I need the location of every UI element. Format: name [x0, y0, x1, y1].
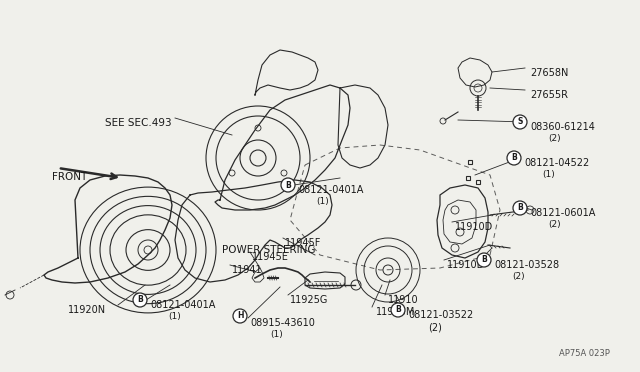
Text: 11925G: 11925G: [290, 295, 328, 305]
Text: 08121-03522: 08121-03522: [408, 310, 473, 320]
Text: 11925M: 11925M: [376, 307, 415, 317]
Text: (2): (2): [548, 220, 561, 229]
Circle shape: [513, 201, 527, 215]
Text: 08121-0401A: 08121-0401A: [150, 300, 216, 310]
Text: 08121-03528: 08121-03528: [494, 260, 559, 270]
Text: 08121-0401A: 08121-0401A: [298, 185, 364, 195]
Circle shape: [391, 303, 405, 317]
Circle shape: [513, 115, 527, 129]
Circle shape: [133, 293, 147, 307]
Text: 08121-04522: 08121-04522: [524, 158, 589, 168]
Text: 27655R: 27655R: [530, 90, 568, 100]
Circle shape: [233, 309, 247, 323]
Text: 27658N: 27658N: [530, 68, 568, 78]
Text: 11945E: 11945E: [252, 252, 289, 262]
Text: B: B: [137, 295, 143, 305]
Text: FRONT: FRONT: [52, 172, 87, 182]
Circle shape: [477, 253, 491, 267]
Text: 08360-61214: 08360-61214: [530, 122, 595, 132]
Text: B: B: [517, 203, 523, 212]
Text: 08121-0601A: 08121-0601A: [530, 208, 595, 218]
Text: B: B: [481, 256, 487, 264]
Text: 08915-43610: 08915-43610: [250, 318, 315, 328]
Text: POWER STEERING: POWER STEERING: [222, 245, 316, 255]
Text: (1): (1): [542, 170, 555, 179]
Text: B: B: [511, 154, 517, 163]
Text: 11945F: 11945F: [285, 238, 321, 248]
Text: H: H: [237, 311, 243, 321]
Text: (1): (1): [168, 312, 180, 321]
Text: (2): (2): [512, 272, 525, 281]
Text: SEE SEC.493: SEE SEC.493: [105, 118, 172, 128]
Text: 11910: 11910: [388, 295, 419, 305]
Circle shape: [281, 178, 295, 192]
Text: S: S: [517, 118, 523, 126]
Text: B: B: [395, 305, 401, 314]
Text: AP75A 023P: AP75A 023P: [559, 349, 610, 358]
Text: (1): (1): [270, 330, 283, 339]
Text: (1): (1): [316, 197, 329, 206]
Text: 11910D: 11910D: [455, 222, 493, 232]
Text: 11941: 11941: [232, 265, 262, 275]
Text: 11910D: 11910D: [447, 260, 485, 270]
Text: (2): (2): [548, 134, 561, 143]
Circle shape: [507, 151, 521, 165]
Text: 11920N: 11920N: [68, 305, 106, 315]
Text: B: B: [285, 180, 291, 189]
Text: (2): (2): [428, 322, 442, 332]
